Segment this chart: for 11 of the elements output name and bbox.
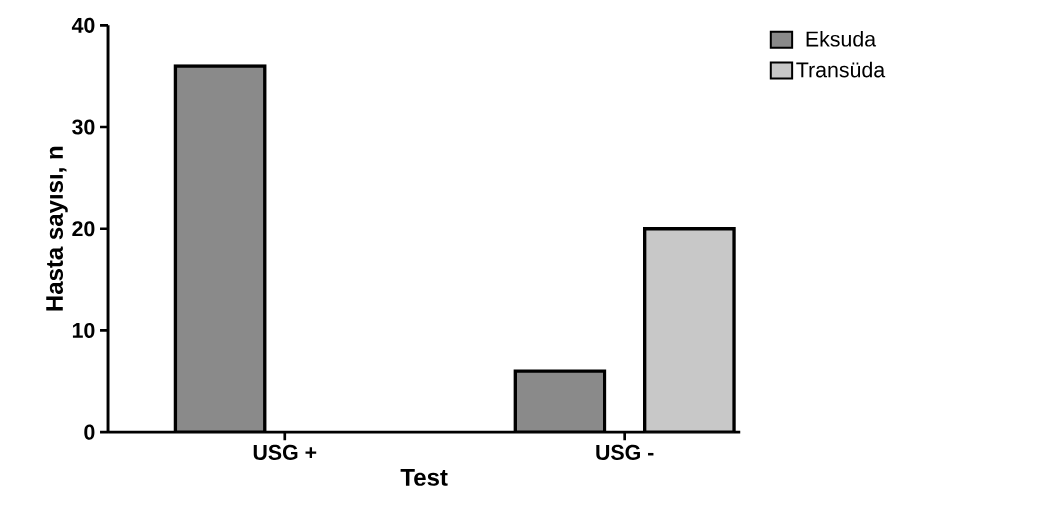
x-axis-title: Test bbox=[400, 469, 448, 486]
x-tick-label: USG - bbox=[596, 444, 654, 460]
y-tick-label: 20 bbox=[72, 221, 95, 237]
y-tick-label: 30 bbox=[72, 119, 95, 135]
y-tick-label: 0 bbox=[84, 424, 95, 440]
legend-label: Eksuda bbox=[806, 30, 877, 47]
legend-label: Transüda bbox=[796, 61, 886, 78]
y-axis-title: Hasta sayısı, n bbox=[46, 146, 68, 311]
y-tick-label: 40 bbox=[71, 17, 95, 33]
y-tick-label: 10 bbox=[72, 322, 95, 338]
x-tick-label: USG + bbox=[253, 444, 317, 460]
